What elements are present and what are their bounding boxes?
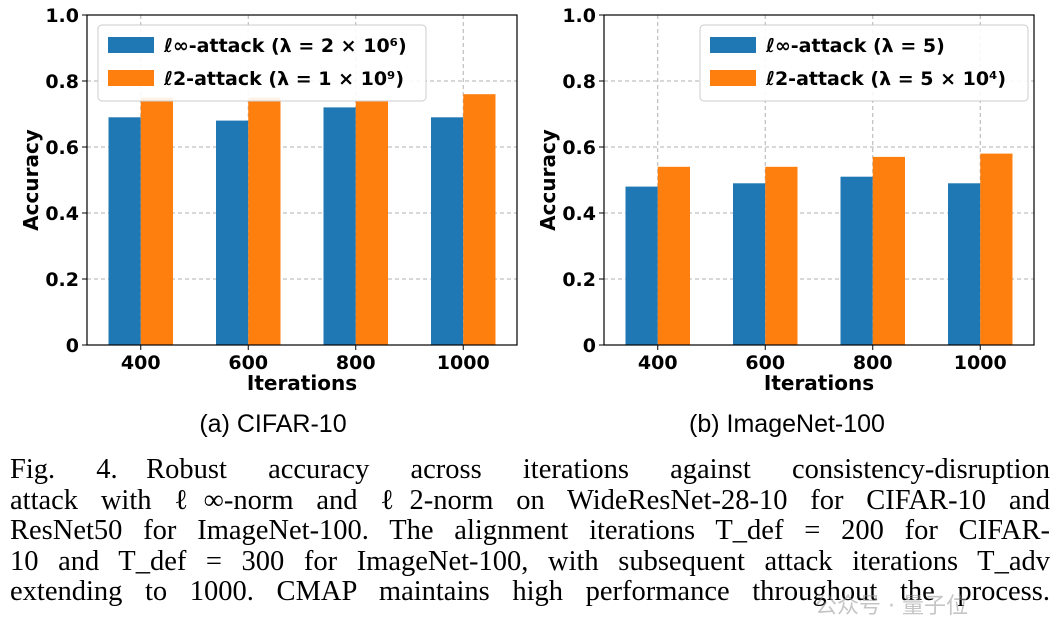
- y-tick-label: 0: [66, 335, 79, 357]
- x-tick-label: 800: [853, 352, 893, 374]
- bar-series2-400: [657, 166, 690, 345]
- bar-series1-800: [323, 107, 356, 346]
- y-tick-label: 0.4: [562, 203, 596, 225]
- bar-series2-1000: [980, 153, 1013, 345]
- bar-series1-800: [840, 176, 873, 345]
- x-tick-label: 400: [638, 352, 678, 374]
- y-tick-label: 0.8: [562, 71, 596, 93]
- caption-line: 10 and T_def = 300 for ImageNet-100, wit…: [10, 545, 1050, 577]
- caption-line: ResNet50 for ImageNet-100. The alignment…: [10, 515, 1050, 547]
- bar-series1-400: [625, 186, 658, 345]
- legend-swatch-2: [710, 70, 756, 86]
- y-tick-label: 0.6: [45, 137, 79, 159]
- legend-swatch-2: [108, 70, 154, 86]
- panel-caption: (a) CIFAR-10: [199, 410, 346, 438]
- x-tick-label: 600: [228, 352, 268, 374]
- bar-series2-800: [355, 100, 388, 345]
- legend-label-1: ℓ∞-attack (λ = 5): [765, 35, 945, 57]
- x-tick-label: 400: [121, 352, 161, 374]
- bar-series1-600: [216, 120, 249, 345]
- panel-caption: (b) ImageNet-100: [689, 410, 885, 438]
- y-tick-label: 0.2: [45, 269, 79, 291]
- bar-series1-1000: [431, 117, 464, 345]
- y-tick-label: 1.0: [562, 5, 596, 27]
- y-tick-label: 0: [583, 335, 596, 357]
- bar-series2-600: [248, 97, 281, 345]
- legend-label-2: ℓ2-attack (λ = 5 × 10⁴): [765, 68, 1006, 90]
- charts-canvas: 0 0.2 0.4 0.6 0.8 1.0 400 600 800 1000 Iterations A…: [19, 5, 1035, 438]
- legend-swatch-1: [710, 37, 756, 53]
- caption-line: Fig. 4. Robust accuracy across iteration…: [10, 454, 1050, 485]
- chart-panel-2: 0 0.2 0.4 0.6 0.8 1.0 400 600 800 1000 Iterations A…: [536, 5, 1035, 438]
- legend-label-2: ℓ2-attack (λ = 1 × 10⁹): [163, 68, 404, 90]
- x-tick-label: 1000: [437, 352, 490, 374]
- x-tick-label: 600: [745, 352, 785, 374]
- legend-label-1: ℓ∞-attack (λ = 2 × 10⁶): [163, 35, 407, 57]
- plot-frame: [603, 14, 1035, 346]
- caption-line: attack with ℓ∞-norm and ℓ2-norm on WideR…: [10, 484, 1050, 516]
- y-axis-label: Accuracy: [536, 129, 560, 231]
- bar-series2-600: [765, 166, 798, 345]
- y-tick-label: 0.6: [562, 137, 596, 159]
- y-tick-label: 1.0: [45, 5, 79, 27]
- caption-line: extending to 1000. CMAP maintains high p…: [10, 576, 1050, 608]
- chart-panel-1: 0 0.2 0.4 0.6 0.8 1.0 400 600 800 1000 Iterations A…: [19, 5, 518, 438]
- legend-box: [97, 24, 427, 102]
- legend-box: [699, 24, 1029, 102]
- y-axis-label: Accuracy: [19, 129, 43, 231]
- y-tick-label: 0.8: [45, 71, 79, 93]
- x-tick-label: 1000: [954, 352, 1007, 374]
- bar-series1-400: [108, 117, 141, 345]
- y-tick-label: 0.4: [45, 203, 79, 225]
- figure-caption: Fig. 4. Robust accuracy across iteration…: [10, 454, 1050, 608]
- bar-series1-1000: [948, 183, 981, 345]
- plot-frame: [86, 14, 518, 346]
- bar-series2-1000: [463, 94, 496, 345]
- x-axis-label: Iterations: [247, 371, 357, 395]
- bar-series2-400: [140, 97, 173, 345]
- bar-series1-600: [733, 183, 766, 345]
- legend-swatch-1: [108, 37, 154, 53]
- x-tick-label: 800: [336, 352, 376, 374]
- watermark: 公众号 · 量子位: [815, 594, 968, 619]
- y-tick-label: 0.2: [562, 269, 596, 291]
- bar-series2-800: [872, 156, 905, 345]
- x-axis-label: Iterations: [764, 371, 874, 395]
